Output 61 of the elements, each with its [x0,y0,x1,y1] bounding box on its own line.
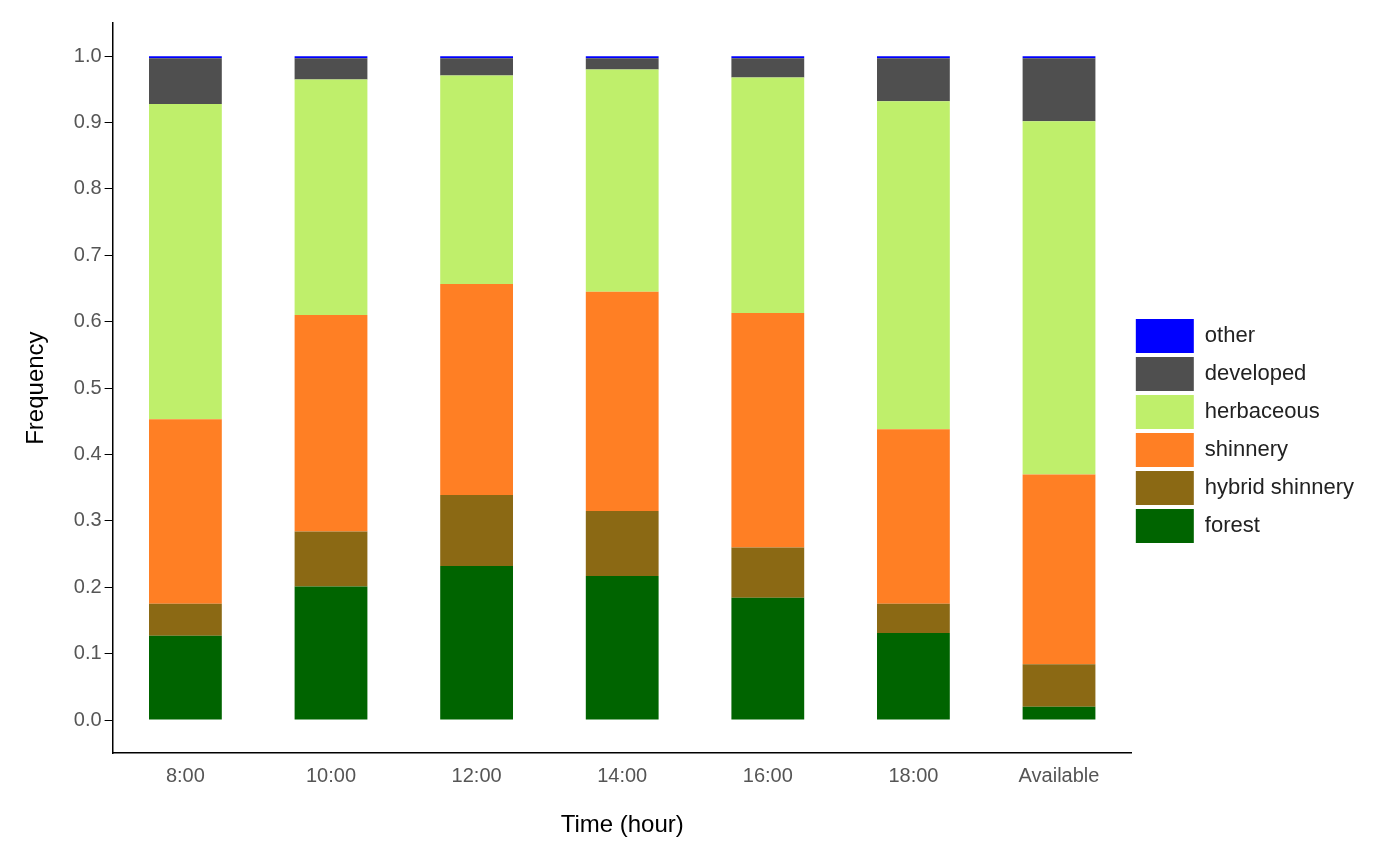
x-tick-label: 10:00 [305,763,357,786]
bar [731,77,805,314]
bar [149,103,222,420]
y-tick-label: 0.1 [73,641,102,664]
x-axis-title: Time (hour) [560,810,684,838]
y-axis-title: Frequency [21,331,49,445]
bar [294,315,368,532]
legend-label: herbaceous [1204,398,1320,424]
y-tick-label: 0.4 [73,442,102,464]
x-tick-label: 12:00 [451,763,502,786]
y-tick-label: 0.9 [73,110,102,133]
x-tick-label: Available [1018,763,1100,786]
x-tick-label: 8:00 [165,763,205,786]
bar [440,283,514,495]
bar [1022,664,1096,707]
y-tick-label: 0.7 [73,242,102,265]
bar [149,58,222,104]
bar [585,291,659,511]
bar [149,635,222,720]
legend-label: hybrid shinnery [1204,474,1354,500]
bar [294,58,368,80]
bar [440,566,514,720]
legend-label: shinnery [1204,436,1288,462]
bar [585,510,659,576]
bar [1022,706,1096,720]
y-tick-label: 0.5 [73,375,102,398]
bar [877,429,950,604]
bar [294,586,368,720]
x-tick-label: 16:00 [742,763,793,786]
bar [585,575,659,720]
y-tick-label: 0.3 [73,508,102,531]
bar [294,531,368,587]
legend-label: forest [1204,512,1260,538]
bar [731,597,805,720]
bar [731,313,805,548]
x-tick-label: 18:00 [888,763,939,786]
bar [294,79,368,316]
bar [877,101,950,430]
y-tick-label: 1.0 [73,43,102,66]
bar [149,419,222,604]
y-tick-label: 0.0 [73,707,102,730]
y-tick-label: 0.2 [73,574,102,597]
bar [1022,121,1096,475]
bar [731,58,805,78]
bar [585,58,659,70]
bar [440,58,514,76]
bar [1022,58,1096,122]
y-tick-label: 0.8 [73,176,102,199]
bar [877,603,950,634]
bar [877,633,950,720]
bar [440,494,514,566]
bar [440,75,514,284]
bar [877,58,950,102]
bar [731,547,805,598]
bar [1022,474,1096,665]
bar [585,69,659,292]
x-tick-label: 14:00 [597,763,648,786]
legend-label: developed [1204,360,1307,386]
bar [149,603,222,636]
legend-label: other [1204,322,1255,348]
y-tick-label: 0.6 [73,309,102,332]
